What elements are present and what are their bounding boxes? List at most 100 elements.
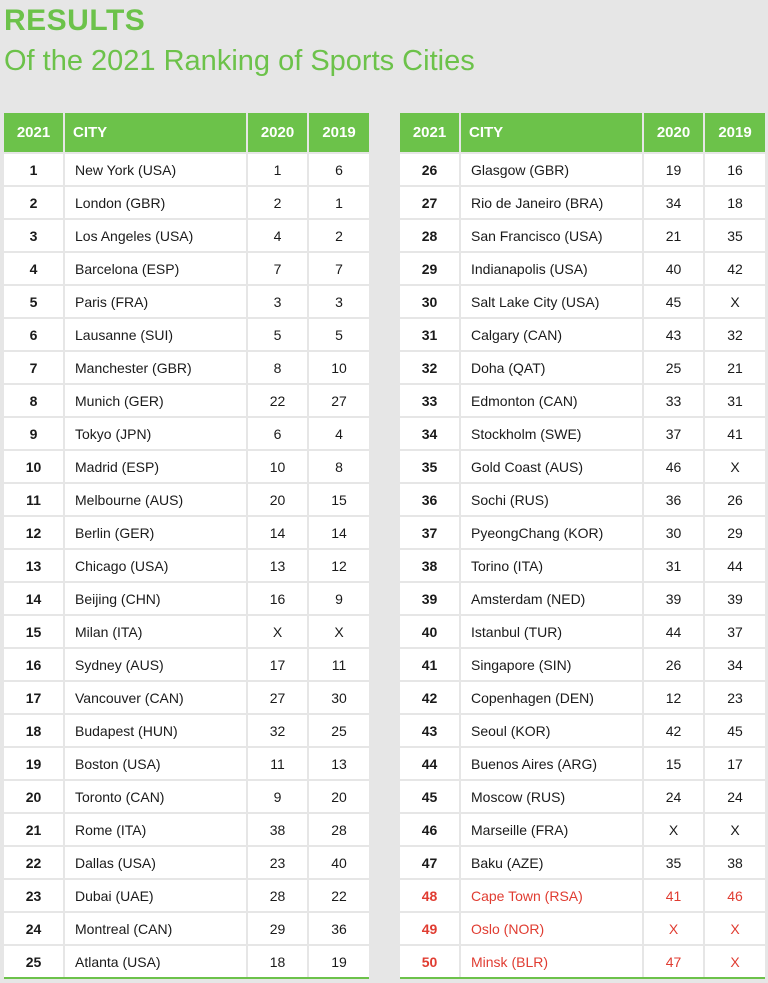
city-cell: Paris (FRA)	[64, 284, 248, 318]
rank-2021-cell: 48	[400, 878, 461, 912]
table-row: 36 Sochi (RUS) 36 26	[400, 482, 765, 516]
rank-2019-cell: X	[704, 284, 765, 318]
rank-2021-cell: 19	[4, 746, 65, 780]
table-row: 48 Cape Town (RSA) 41 46	[400, 878, 765, 912]
rank-2019-cell: 44	[704, 548, 765, 582]
table-row: 42 Copenhagen (DEN) 12 23	[400, 680, 765, 714]
ranking-table-left: 2021 CITY 2020 2019 1 New York (USA) 1 6 2 Lo…	[4, 113, 369, 979]
rank-2019-cell: 32	[704, 317, 765, 351]
ranking-table-right: 2021 CITY 2020 2019 26 Glasgow (GBR) 19 16 2…	[400, 113, 765, 979]
city-cell: Budapest (HUN)	[64, 713, 248, 747]
rank-2020-cell: 37	[643, 416, 705, 450]
rank-2019-cell: 1	[308, 185, 369, 219]
rank-2020-cell: 4	[247, 218, 309, 252]
table-row: 31 Calgary (CAN) 43 32	[400, 317, 765, 351]
rank-2021-cell: 45	[400, 779, 461, 813]
rank-2019-cell: 17	[704, 746, 765, 780]
rank-2019-cell: 39	[704, 581, 765, 615]
table-row: 23 Dubai (UAE) 28 22	[4, 878, 369, 912]
header-rank-2020: 2020	[247, 113, 309, 153]
table-row: 15 Milan (ITA) X X	[4, 614, 369, 648]
city-cell: Munich (GER)	[64, 383, 248, 417]
rank-2020-cell: 16	[247, 581, 309, 615]
rank-2019-cell: X	[704, 944, 765, 979]
rank-2019-cell: 37	[704, 614, 765, 648]
rank-2021-cell: 17	[4, 680, 65, 714]
table-row: 7 Manchester (GBR) 8 10	[4, 350, 369, 384]
rank-2019-cell: 31	[704, 383, 765, 417]
rank-2020-cell: 32	[247, 713, 309, 747]
header-rank-2021: 2021	[400, 113, 461, 153]
city-cell: PyeongChang (KOR)	[460, 515, 644, 549]
header-rank-2020: 2020	[643, 113, 705, 153]
rank-2019-cell: 34	[704, 647, 765, 681]
rank-2021-cell: 23	[4, 878, 65, 912]
rank-2021-cell: 26	[400, 152, 461, 186]
table-row: 26 Glasgow (GBR) 19 16	[400, 152, 765, 186]
table-row: 37 PyeongChang (KOR) 30 29	[400, 515, 765, 549]
city-cell: Berlin (GER)	[64, 515, 248, 549]
table-row: 34 Stockholm (SWE) 37 41	[400, 416, 765, 450]
rank-2020-cell: 41	[643, 878, 705, 912]
city-cell: Dallas (USA)	[64, 845, 248, 879]
city-cell: Torino (ITA)	[460, 548, 644, 582]
rank-2019-cell: 4	[308, 416, 369, 450]
table-header-row: 2021 CITY 2020 2019	[4, 113, 369, 153]
rank-2020-cell: 23	[247, 845, 309, 879]
rank-2019-cell: 28	[308, 812, 369, 846]
rank-2020-cell: 7	[247, 251, 309, 285]
rank-2019-cell: 16	[704, 152, 765, 186]
table-row: 9 Tokyo (JPN) 6 4	[4, 416, 369, 450]
rank-2019-cell: 46	[704, 878, 765, 912]
city-cell: Amsterdam (NED)	[460, 581, 644, 615]
table-body-left: 1 New York (USA) 1 6 2 London (GBR) 2 1 3 Los Ang…	[4, 152, 369, 979]
rank-2021-cell: 47	[400, 845, 461, 879]
rank-2020-cell: 3	[247, 284, 309, 318]
header-city: CITY	[460, 113, 644, 153]
rank-2019-cell: 45	[704, 713, 765, 747]
rank-2019-cell: 18	[704, 185, 765, 219]
table-row: 10 Madrid (ESP) 10 8	[4, 449, 369, 483]
table-row: 50 Minsk (BLR) 47 X	[400, 944, 765, 979]
table-row: 20 Toronto (CAN) 9 20	[4, 779, 369, 813]
city-cell: Indianapolis (USA)	[460, 251, 644, 285]
city-cell: New York (USA)	[64, 152, 248, 186]
city-cell: Milan (ITA)	[64, 614, 248, 648]
rank-2021-cell: 30	[400, 284, 461, 318]
table-row: 33 Edmonton (CAN) 33 31	[400, 383, 765, 417]
rank-2020-cell: X	[643, 911, 705, 945]
rank-2019-cell: 19	[308, 944, 369, 979]
rank-2021-cell: 35	[400, 449, 461, 483]
rank-2021-cell: 8	[4, 383, 65, 417]
rank-2020-cell: 35	[643, 845, 705, 879]
rank-2019-cell: 35	[704, 218, 765, 252]
rank-2020-cell: 40	[643, 251, 705, 285]
city-cell: Marseille (FRA)	[460, 812, 644, 846]
rank-2021-cell: 12	[4, 515, 65, 549]
rank-2021-cell: 42	[400, 680, 461, 714]
table-row: 8 Munich (GER) 22 27	[4, 383, 369, 417]
rank-2019-cell: 29	[704, 515, 765, 549]
rank-2021-cell: 21	[4, 812, 65, 846]
city-cell: Istanbul (TUR)	[460, 614, 644, 648]
table-header-row: 2021 CITY 2020 2019	[400, 113, 765, 153]
rank-2020-cell: 45	[643, 284, 705, 318]
rank-2020-cell: 22	[247, 383, 309, 417]
city-cell: Madrid (ESP)	[64, 449, 248, 483]
table-row: 19 Boston (USA) 11 13	[4, 746, 369, 780]
table-row: 1 New York (USA) 1 6	[4, 152, 369, 186]
rank-2021-cell: 36	[400, 482, 461, 516]
city-cell: Doha (QAT)	[460, 350, 644, 384]
city-cell: Moscow (RUS)	[460, 779, 644, 813]
rank-2020-cell: 38	[247, 812, 309, 846]
city-cell: Edmonton (CAN)	[460, 383, 644, 417]
table-row: 45 Moscow (RUS) 24 24	[400, 779, 765, 813]
rank-2019-cell: X	[704, 449, 765, 483]
city-cell: Chicago (USA)	[64, 548, 248, 582]
table-row: 18 Budapest (HUN) 32 25	[4, 713, 369, 747]
city-cell: Cape Town (RSA)	[460, 878, 644, 912]
table-row: 5 Paris (FRA) 3 3	[4, 284, 369, 318]
rank-2019-cell: 42	[704, 251, 765, 285]
rank-2020-cell: 44	[643, 614, 705, 648]
rank-2019-cell: 30	[308, 680, 369, 714]
